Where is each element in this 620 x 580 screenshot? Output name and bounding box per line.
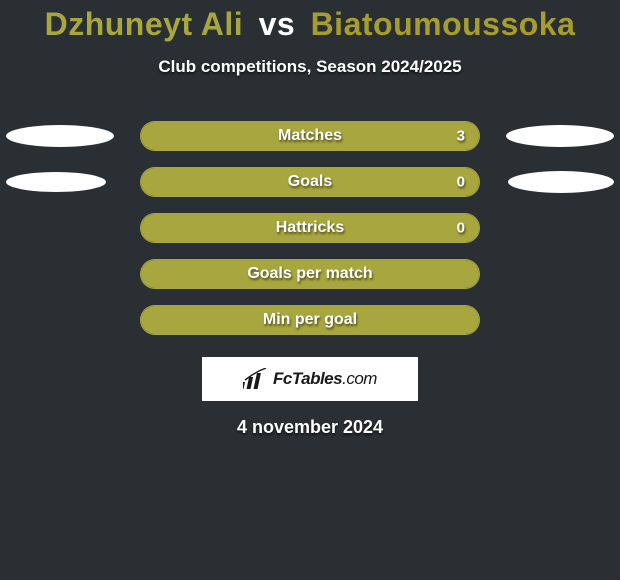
stat-row: Goals0 — [0, 159, 620, 205]
stat-value-right: 3 — [457, 128, 465, 145]
stat-row: Min per goal — [0, 297, 620, 343]
stat-bar: Goals0 — [140, 167, 480, 197]
fill-right — [141, 260, 479, 288]
right-ellipse — [506, 125, 614, 147]
right-ellipse — [508, 171, 614, 193]
stat-rows: Matches3 Goals0 Hattricks0 Goals per match M… — [0, 113, 620, 343]
stat-bar: Min per goal — [140, 305, 480, 335]
stat-bar: Matches3 — [140, 121, 480, 151]
page-title: Dzhuneyt Ali vs Biatoumoussoka — [0, 0, 620, 43]
stat-row: Goals per match — [0, 251, 620, 297]
fill-right — [141, 168, 479, 196]
left-ellipse — [6, 125, 114, 147]
player1-name: Dzhuneyt Ali — [45, 6, 244, 42]
fill-right — [141, 214, 479, 242]
vs-label: vs — [259, 6, 296, 42]
logo: FcTables.com — [243, 368, 377, 390]
stat-row: Matches3 — [0, 113, 620, 159]
logo-box: FcTables.com — [202, 357, 418, 401]
bars-icon — [243, 368, 269, 390]
fill-right — [141, 122, 479, 150]
fill-right — [141, 306, 479, 334]
subtitle: Club competitions, Season 2024/2025 — [0, 57, 620, 77]
logo-suffix: .com — [342, 369, 377, 388]
logo-text: FcTables.com — [273, 369, 377, 389]
logo-brand: FcTables — [273, 369, 342, 388]
page: Dzhuneyt Ali vs Biatoumoussoka Club comp… — [0, 0, 620, 580]
stat-row: Hattricks0 — [0, 205, 620, 251]
player2-name: Biatoumoussoka — [311, 6, 576, 42]
stat-value-right: 0 — [457, 220, 465, 237]
stat-bar: Goals per match — [140, 259, 480, 289]
date-label: 4 november 2024 — [0, 417, 620, 438]
stat-value-right: 0 — [457, 174, 465, 191]
left-ellipse — [6, 172, 106, 192]
stat-bar: Hattricks0 — [140, 213, 480, 243]
